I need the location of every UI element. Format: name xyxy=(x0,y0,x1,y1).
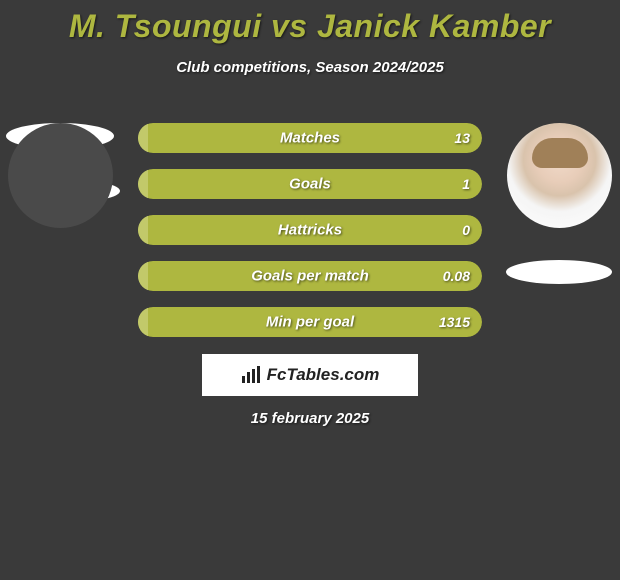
stat-value-right: 0 xyxy=(462,222,470,238)
bars-icon xyxy=(241,366,263,384)
stat-bar-fill-left xyxy=(138,215,148,245)
stat-bar: Min per goal 1315 xyxy=(138,307,482,337)
brand-badge: FcTables.com xyxy=(202,354,418,396)
stat-value-right: 13 xyxy=(454,130,470,146)
page-title: M. Tsoungui vs Janick Kamber xyxy=(0,0,620,45)
stat-value-right: 1 xyxy=(462,176,470,192)
stat-bar-fill-left xyxy=(138,261,148,291)
player-right-avatar xyxy=(507,123,612,228)
stat-label: Min per goal xyxy=(266,314,354,331)
stat-bar-fill-left xyxy=(138,123,148,153)
player-left-avatar xyxy=(8,123,113,228)
stat-value-right: 0.08 xyxy=(443,268,470,284)
stat-value-right: 1315 xyxy=(439,314,470,330)
stat-label: Hattricks xyxy=(278,222,342,239)
stat-label: Matches xyxy=(280,130,340,147)
stat-bar: Goals 1 xyxy=(138,169,482,199)
decor-ellipse-right xyxy=(506,260,612,284)
stat-label: Goals per match xyxy=(251,268,369,285)
stat-bar-fill-left xyxy=(138,169,148,199)
stat-bar: Matches 13 xyxy=(138,123,482,153)
brand-text: FcTables.com xyxy=(267,365,380,385)
stat-bar: Goals per match 0.08 xyxy=(138,261,482,291)
page-subtitle: Club competitions, Season 2024/2025 xyxy=(0,59,620,76)
stat-bar-fill-left xyxy=(138,307,148,337)
date-line: 15 february 2025 xyxy=(0,410,620,427)
stat-bar: Hattricks 0 xyxy=(138,215,482,245)
stat-label: Goals xyxy=(289,176,331,193)
stats-bars: Matches 13 Goals 1 Hattricks 0 Goals per match… xyxy=(138,123,482,353)
